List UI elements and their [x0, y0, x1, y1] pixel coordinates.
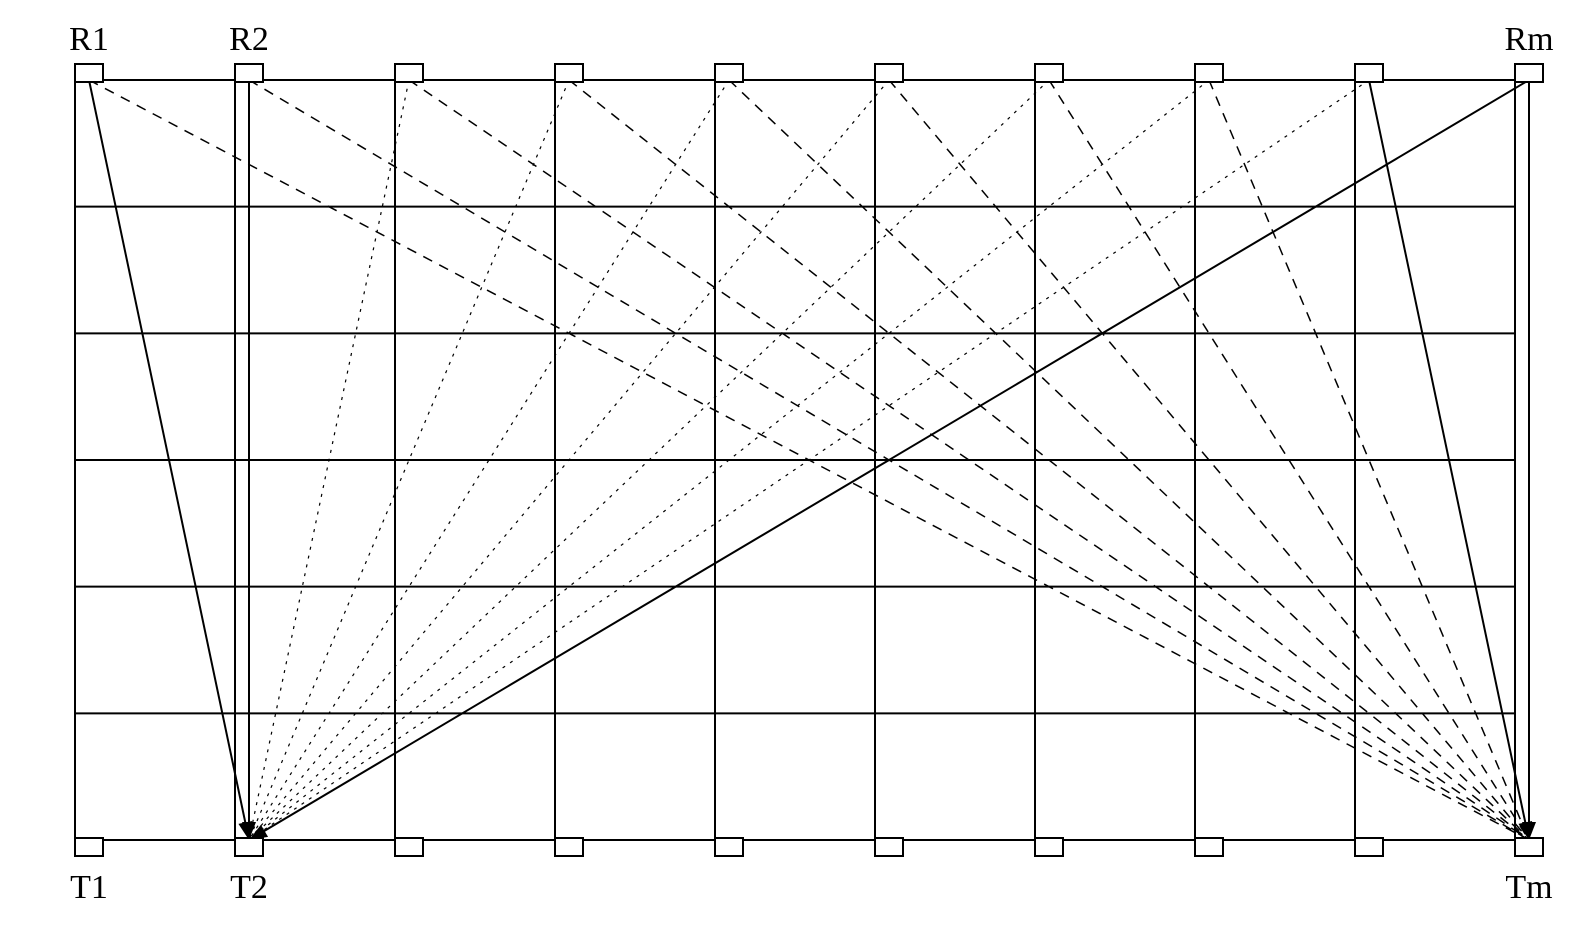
receiver-marker: [235, 64, 263, 82]
receiver-marker: [875, 64, 903, 82]
receiver-marker: [1195, 64, 1223, 82]
receiver-marker: [1515, 64, 1543, 82]
transmitter-label: T2: [230, 869, 268, 906]
transmitter-label: T1: [70, 869, 108, 906]
transmitter-label: Tm: [1505, 869, 1552, 906]
receiver-marker: [395, 64, 423, 82]
transmitter-marker: [1515, 838, 1543, 856]
transmitter-marker: [395, 838, 423, 856]
transmitter-marker: [1355, 838, 1383, 856]
transmitter-marker: [75, 838, 103, 856]
grid: [75, 80, 1515, 840]
transmitter-marker: [1195, 838, 1223, 856]
receiver-marker: [1355, 64, 1383, 82]
transmitter-marker: [715, 838, 743, 856]
receiver-label: Rm: [1504, 21, 1553, 58]
receiver-marker: [715, 64, 743, 82]
transmitter-marker: [875, 838, 903, 856]
receiver-marker: [75, 64, 103, 82]
receiver-label: R1: [69, 21, 109, 58]
receiver-marker: [555, 64, 583, 82]
transmitter-marker: [555, 838, 583, 856]
receiver-marker: [1035, 64, 1063, 82]
transmitter-marker: [1035, 838, 1063, 856]
receiver-label: R2: [229, 21, 269, 58]
transmitter-marker: [235, 838, 263, 856]
ray-tomography-diagram: R1 R2 Rm T1 T2 Tm: [20, 20, 1591, 917]
